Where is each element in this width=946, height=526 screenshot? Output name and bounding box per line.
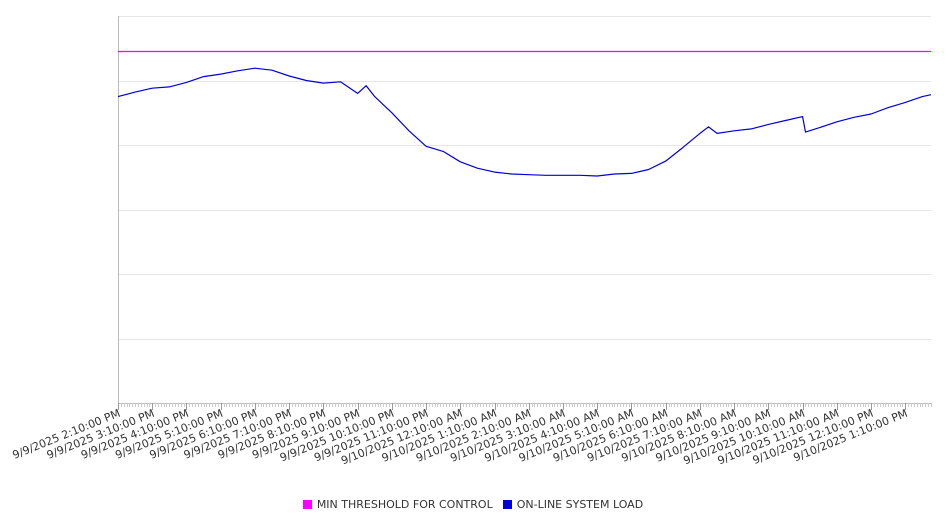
legend-swatch-threshold bbox=[302, 500, 312, 509]
legend-item-system-load[interactable]: ON-LINE SYSTEM LOAD bbox=[502, 498, 644, 511]
legend-item-threshold[interactable]: MIN THRESHOLD FOR CONTROL bbox=[302, 498, 493, 511]
legend-label-threshold: MIN THRESHOLD FOR CONTROL bbox=[316, 498, 493, 511]
system-load-series-line bbox=[117, 67, 932, 177]
legend: MIN THRESHOLD FOR CONTROL ON-LINE SYSTEM… bbox=[0, 498, 946, 511]
legend-swatch-system-load bbox=[502, 500, 512, 509]
legend-label-system-load: ON-LINE SYSTEM LOAD bbox=[516, 498, 644, 511]
